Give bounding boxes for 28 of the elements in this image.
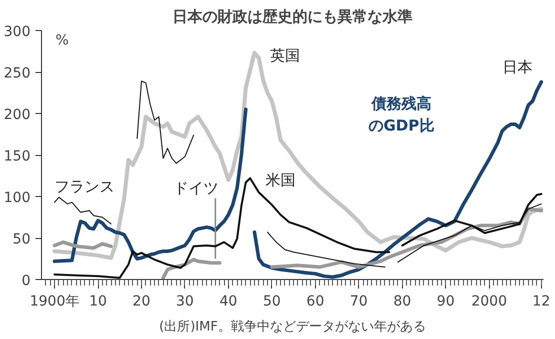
- x-tick-label: 2000: [471, 294, 507, 310]
- text: (出所)IMF。戦争中などデータがない年がある: [159, 320, 426, 334]
- text: 債務残高のGDP比: [368, 94, 434, 134]
- x-tick-label: 60: [306, 294, 324, 310]
- chart-title: 日本の財政は歴史的にも異常な水準: [172, 8, 412, 26]
- series-label: 米国: [265, 170, 296, 189]
- y-tick-label: 150: [4, 148, 31, 164]
- series-label: 日本: [502, 58, 532, 76]
- x-tick-label: 90: [436, 294, 455, 310]
- y-tick-label: 0: [22, 273, 31, 289]
- y-tick-label: 50: [12, 232, 31, 248]
- x-tick-label: 1900年: [30, 294, 80, 310]
- y-tick-label: 200: [4, 107, 31, 123]
- series-label: フランス: [54, 178, 115, 196]
- x-tick-label: 30: [176, 294, 194, 310]
- x-tick-label: 70: [350, 294, 368, 310]
- x-tick-label: 40: [219, 294, 238, 310]
- y-axis-title: %: [56, 32, 69, 48]
- y-tick-label: 100: [4, 190, 31, 206]
- y-tick-label: 250: [4, 66, 31, 82]
- x-tick-label: 10: [89, 294, 107, 310]
- y-tick-label: 300: [4, 24, 31, 40]
- x-tick-label: 12: [532, 294, 550, 310]
- x-tick-label: 20: [132, 294, 150, 310]
- x-tick-label: 80: [393, 294, 412, 310]
- x-tick-label: 50: [262, 294, 281, 310]
- series-label: 英国: [270, 46, 300, 64]
- text: ドイツ: [174, 179, 219, 198]
